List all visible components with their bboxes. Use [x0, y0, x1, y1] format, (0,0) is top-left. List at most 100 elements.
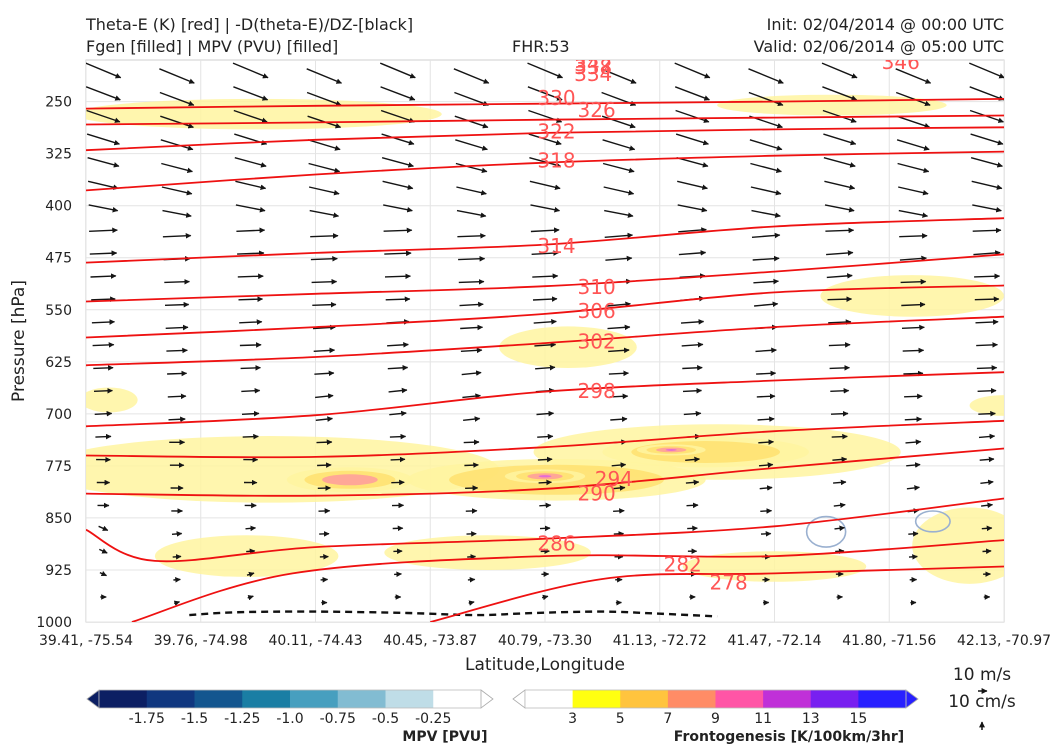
wind-vector [603, 186, 635, 196]
wind-vector [604, 232, 634, 239]
theta-e-line [86, 98, 1004, 110]
wind-vector [678, 250, 707, 256]
wind-vector [825, 227, 855, 234]
x-tick-label: 41.13, -72.72 [613, 633, 707, 649]
colorbar-tick-label: -1.75 [129, 711, 165, 727]
wind-vector [901, 324, 925, 331]
wind-vector [970, 157, 1003, 168]
wind-vector [602, 162, 635, 174]
colorbar-extend-left [512, 689, 526, 709]
wind-vector [607, 324, 631, 331]
fgen-fill-blob [499, 326, 637, 369]
fgen-fill-blob [538, 475, 552, 478]
wind-vector [897, 162, 930, 174]
colorbar-swatch [242, 690, 291, 708]
wind-vector [233, 109, 268, 123]
theta-e-label: 330 [537, 86, 575, 110]
wind-vector [896, 139, 930, 151]
wind-vector [976, 365, 998, 371]
wind-vector [898, 209, 929, 218]
theta-e-label: 310 [578, 275, 616, 299]
wind-vector [164, 301, 190, 308]
wind-vector [528, 133, 562, 146]
wind-vector [828, 342, 851, 348]
wind-vector [908, 531, 919, 537]
colorbar-tick-label: -0.75 [320, 711, 356, 727]
wind-vector [92, 342, 115, 348]
colorbar-frame [524, 689, 907, 709]
y-axis-ticks: 250 325 400 475 550 625 700 775 850 925 1000 [36, 95, 72, 631]
colorbar-frame [98, 689, 482, 709]
forecast-hour: FHR:53 [512, 37, 570, 56]
wind-vector [539, 525, 551, 532]
wind-vector [307, 139, 341, 151]
wind-vector [609, 393, 629, 400]
wind-vector [748, 68, 784, 84]
wind-vector [972, 227, 1002, 234]
wind-vector [532, 296, 558, 302]
wind-vector [467, 576, 476, 583]
theta-e-line [86, 497, 1004, 563]
theta-e-line [86, 126, 1004, 152]
wind-vector [91, 319, 116, 325]
wind-vector [455, 139, 488, 151]
wind-vector [823, 133, 857, 146]
wind-vector [904, 416, 923, 423]
wind-vector [759, 485, 773, 491]
y-tick-label: 625 [45, 355, 72, 371]
colorbar-swatch [146, 690, 195, 708]
wind-vector [306, 91, 342, 107]
wind-vector [467, 554, 477, 560]
wind-vector [981, 502, 994, 509]
theta-e-label: 294 [595, 467, 633, 491]
stability-contour [189, 610, 718, 618]
wind-vector [686, 502, 699, 509]
wind-vector [541, 594, 549, 601]
theta-e-line [430, 565, 1004, 622]
wind-vector [829, 365, 850, 371]
wind-vector [87, 157, 120, 168]
wind-vector [454, 91, 489, 107]
wind-vector [602, 139, 636, 151]
colorbar-swatch [99, 690, 148, 708]
wind-vector [86, 133, 120, 146]
wind-vector [388, 387, 408, 394]
wind-vector [454, 115, 489, 129]
wind-vector [980, 479, 994, 486]
wind-vector [389, 410, 407, 417]
colorbar-tick-label: 7 [663, 711, 672, 727]
wind-vector [753, 278, 779, 285]
wind-vector [381, 157, 414, 168]
wind-vector [99, 570, 108, 577]
wind-vector [382, 180, 414, 190]
wind-vector [975, 319, 999, 325]
wind-vector [241, 410, 260, 417]
stability-contour-line [189, 610, 718, 618]
theta-e-line [86, 419, 1004, 459]
colorbar-swatch [572, 690, 621, 708]
wind-vector [456, 186, 487, 196]
wind-vector [458, 278, 485, 285]
wind-vector [463, 416, 481, 422]
colorbar-tick-label: -0.25 [415, 711, 451, 727]
wind-vector [687, 525, 698, 532]
wind-vector [460, 324, 484, 331]
x-tick-label: 40.11, -74.43 [268, 633, 362, 649]
fgen-fill-blob [820, 275, 1004, 317]
colorbar-extend-right [480, 689, 494, 709]
wind-vector [760, 531, 772, 537]
colorbar-swatch [763, 690, 812, 708]
wind-vector [453, 68, 490, 84]
wind-vector [313, 347, 336, 354]
wind-vector [606, 301, 631, 308]
wind-vector [164, 278, 190, 285]
theta-e-label: 306 [578, 299, 616, 323]
fgen-fill-blob [912, 507, 1004, 584]
wind-vector [537, 433, 554, 440]
wind-vector [312, 324, 336, 331]
y-tick-label: 250 [45, 95, 72, 111]
theta-e-line [86, 371, 1004, 428]
wind-vector [159, 91, 195, 107]
wind-vector [748, 91, 784, 107]
wind-vector [601, 115, 636, 129]
